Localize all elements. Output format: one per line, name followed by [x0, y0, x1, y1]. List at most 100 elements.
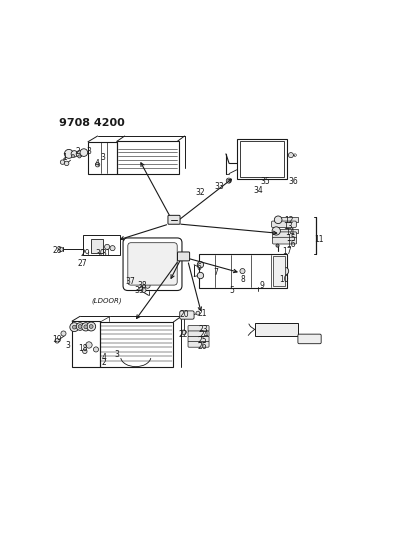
Text: 22: 22 [179, 329, 188, 338]
Text: 7: 7 [213, 268, 218, 277]
Text: 37: 37 [125, 277, 135, 286]
Text: 14: 14 [285, 228, 294, 237]
Text: 11: 11 [314, 236, 324, 244]
Text: 10: 10 [279, 275, 289, 284]
Text: 3: 3 [101, 152, 106, 161]
Text: 19: 19 [52, 335, 62, 344]
Text: 27: 27 [78, 259, 88, 268]
Circle shape [289, 152, 293, 158]
Circle shape [110, 246, 115, 251]
Circle shape [70, 322, 79, 332]
FancyBboxPatch shape [128, 243, 177, 285]
Text: 38: 38 [137, 281, 147, 290]
Circle shape [272, 227, 280, 235]
Circle shape [61, 331, 66, 336]
Text: 36: 36 [289, 177, 298, 186]
Circle shape [76, 322, 84, 330]
Bar [254, 322, 298, 336]
Circle shape [226, 178, 231, 183]
Circle shape [197, 272, 203, 279]
Text: 29: 29 [81, 249, 90, 258]
Text: 9708 4200: 9708 4200 [59, 118, 125, 128]
Text: 5: 5 [229, 286, 234, 295]
Bar [281, 217, 298, 222]
Text: 31: 31 [102, 249, 111, 258]
Circle shape [55, 338, 59, 343]
Text: 4: 4 [102, 352, 106, 361]
Text: 28: 28 [52, 246, 62, 255]
Text: 39: 39 [134, 286, 144, 295]
Bar [91, 239, 103, 253]
Text: 25: 25 [198, 336, 208, 345]
FancyBboxPatch shape [272, 232, 297, 239]
Text: 21: 21 [198, 309, 208, 318]
FancyBboxPatch shape [188, 326, 209, 332]
FancyBboxPatch shape [168, 215, 180, 224]
Bar [72, 321, 100, 367]
Bar [100, 322, 173, 367]
Circle shape [196, 311, 200, 315]
Text: 34: 34 [254, 185, 263, 195]
Bar [117, 141, 179, 174]
Circle shape [80, 149, 88, 156]
Text: 30: 30 [95, 249, 105, 258]
Text: 13: 13 [283, 222, 293, 231]
Circle shape [84, 325, 88, 329]
Circle shape [104, 244, 110, 249]
Circle shape [72, 325, 76, 329]
Circle shape [87, 322, 96, 331]
Bar [83, 235, 120, 255]
Text: 24: 24 [199, 330, 209, 340]
Text: 3: 3 [114, 350, 119, 359]
Circle shape [78, 325, 82, 328]
FancyBboxPatch shape [188, 336, 209, 342]
Text: 1: 1 [62, 152, 67, 161]
FancyBboxPatch shape [188, 331, 209, 337]
FancyBboxPatch shape [180, 311, 194, 319]
Circle shape [78, 155, 81, 158]
Circle shape [197, 262, 203, 268]
FancyBboxPatch shape [272, 237, 297, 244]
Text: 12: 12 [284, 216, 293, 225]
Circle shape [59, 247, 63, 252]
Circle shape [141, 288, 146, 293]
Text: 26: 26 [198, 342, 208, 351]
Circle shape [82, 322, 90, 331]
Bar [273, 256, 286, 286]
Circle shape [65, 149, 73, 158]
Text: 9: 9 [259, 280, 264, 289]
Text: 35: 35 [261, 177, 270, 186]
Text: 17: 17 [282, 247, 292, 256]
Text: 3: 3 [87, 148, 91, 157]
Bar [199, 254, 287, 288]
Circle shape [71, 151, 78, 157]
Circle shape [72, 155, 75, 158]
Text: 15: 15 [286, 234, 296, 243]
Text: 6: 6 [196, 263, 201, 272]
Bar [237, 139, 287, 179]
Text: 16: 16 [286, 240, 296, 249]
Circle shape [65, 161, 69, 166]
Circle shape [76, 151, 83, 157]
Circle shape [86, 342, 92, 348]
Circle shape [181, 330, 186, 335]
Text: 33: 33 [215, 182, 224, 191]
FancyBboxPatch shape [298, 334, 321, 344]
Text: 23: 23 [199, 325, 208, 334]
Circle shape [145, 283, 150, 288]
Circle shape [276, 244, 279, 247]
Circle shape [240, 269, 245, 273]
Circle shape [93, 347, 99, 352]
Circle shape [281, 267, 289, 275]
FancyBboxPatch shape [178, 252, 189, 261]
Text: 4: 4 [95, 159, 100, 168]
Circle shape [95, 163, 100, 167]
FancyBboxPatch shape [272, 221, 296, 228]
Text: (LDOOR): (LDOOR) [92, 297, 122, 304]
Text: 2: 2 [102, 358, 106, 367]
Bar [240, 141, 284, 177]
Circle shape [83, 349, 87, 353]
Text: 8: 8 [240, 275, 245, 284]
Text: 18: 18 [78, 344, 88, 353]
Circle shape [89, 325, 93, 328]
